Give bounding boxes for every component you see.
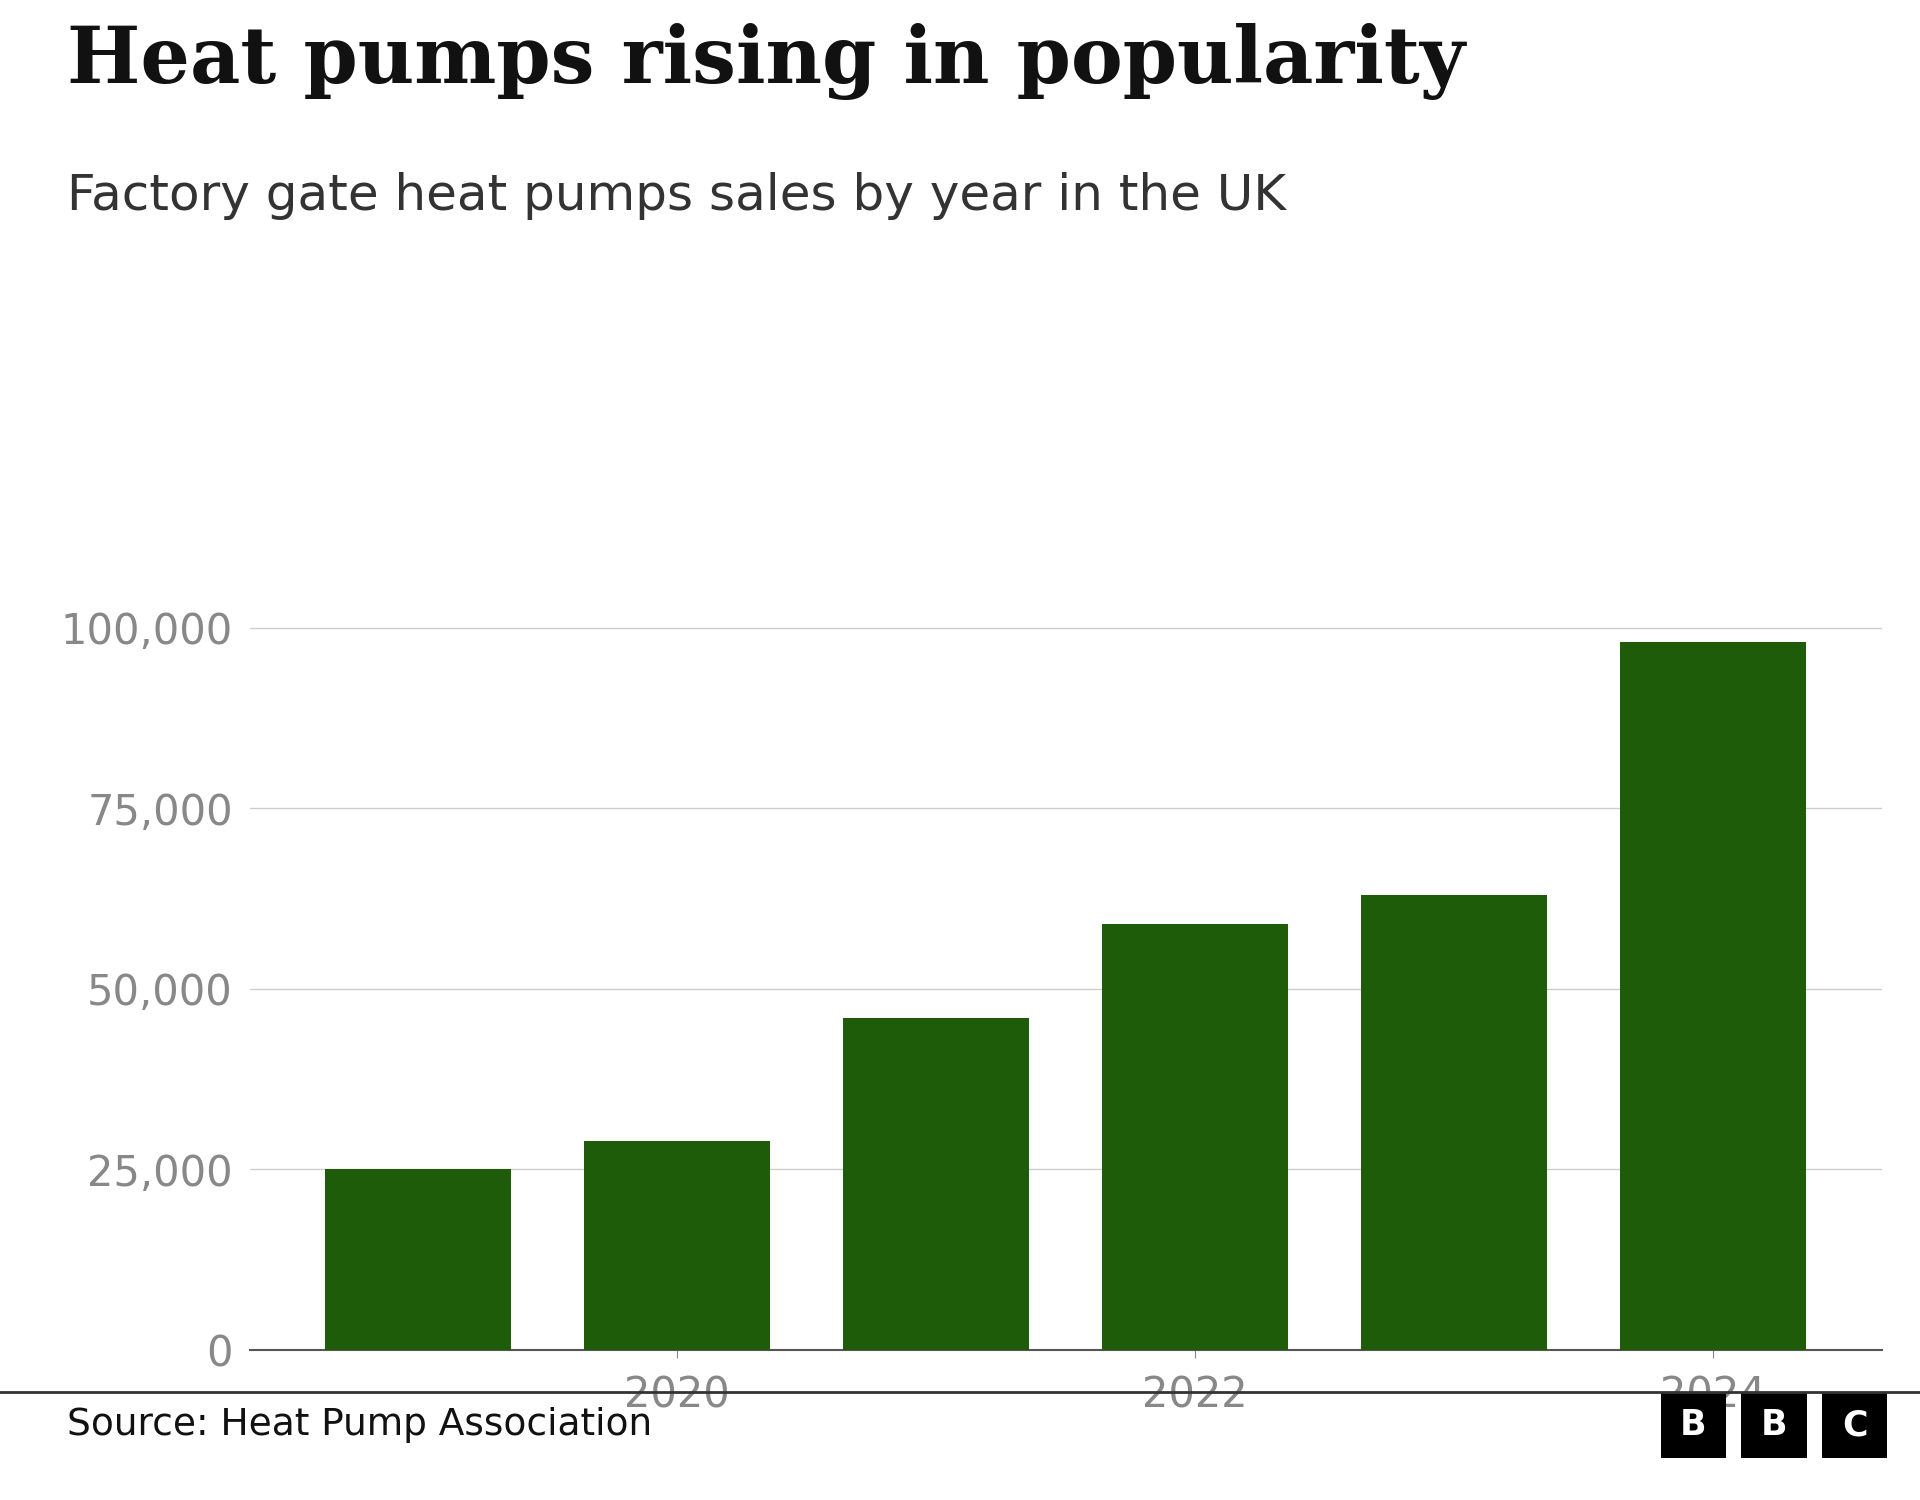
Bar bbox=[1361, 896, 1548, 1350]
Bar bbox=[324, 1170, 511, 1350]
Bar bbox=[1620, 642, 1807, 1350]
Text: Source: Heat Pump Association: Source: Heat Pump Association bbox=[67, 1407, 653, 1443]
Bar bbox=[584, 1140, 770, 1350]
Text: Factory gate heat pumps sales by year in the UK: Factory gate heat pumps sales by year in… bbox=[67, 172, 1286, 220]
Text: Heat pumps rising in popularity: Heat pumps rising in popularity bbox=[67, 22, 1465, 99]
Text: B: B bbox=[1761, 1408, 1788, 1442]
Text: C: C bbox=[1841, 1408, 1868, 1442]
Bar bbox=[1102, 924, 1288, 1350]
Text: B: B bbox=[1680, 1408, 1707, 1442]
Bar bbox=[843, 1019, 1029, 1350]
